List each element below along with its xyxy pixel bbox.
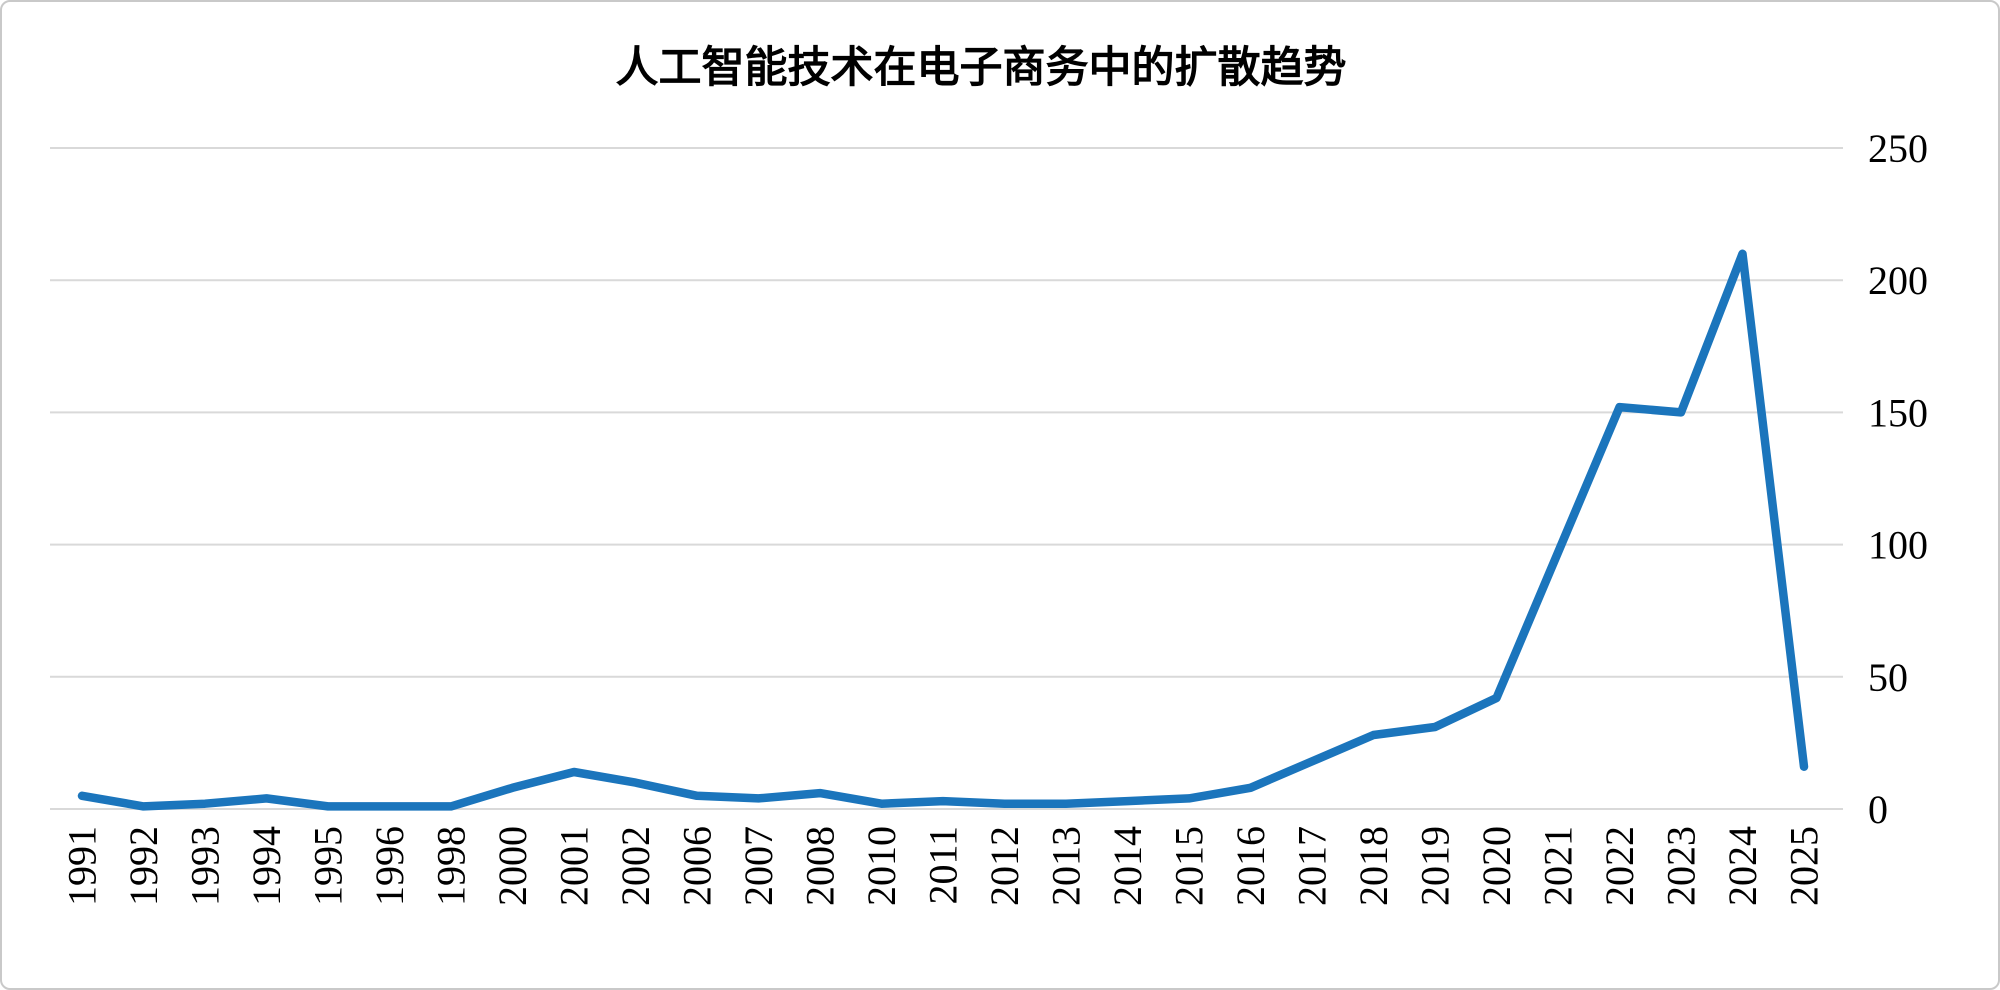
x-tick-label: 2007 (736, 826, 781, 906)
x-tick-label: 2013 (1044, 826, 1089, 906)
x-tick-label: 2025 (1782, 826, 1827, 906)
x-tick-label: 2016 (1228, 826, 1273, 906)
x-tick-label: 2021 (1536, 826, 1581, 906)
x-tick-label: 2000 (490, 826, 535, 906)
x-tick-label: 2024 (1720, 826, 1765, 906)
y-tick-label: 50 (1868, 655, 1908, 700)
x-axis-tick-labels: 1991 1992 1993 1994 1995 1996 1998 2000 2001 2002… (60, 826, 1827, 906)
y-tick-label: 200 (1868, 258, 1928, 303)
x-tick-label: 1991 (60, 826, 105, 906)
x-tick-label: 1995 (306, 826, 351, 906)
x-tick-label: 1996 (367, 826, 412, 906)
x-tick-label: 2023 (1659, 826, 1704, 906)
x-tick-label: 2022 (1597, 826, 1642, 906)
x-tick-label: 2018 (1351, 826, 1396, 906)
x-tick-label: 2014 (1105, 826, 1150, 906)
x-tick-label: 2015 (1167, 826, 1212, 906)
x-tick-label: 1993 (183, 826, 228, 906)
x-tick-label: 2010 (859, 826, 904, 906)
chart-title: 人工智能技术在电子商务中的扩散趋势 (616, 44, 1347, 92)
x-tick-label: 1994 (244, 826, 289, 906)
x-tick-label: 2002 (613, 826, 658, 906)
y-tick-label: 0 (1868, 787, 1888, 832)
x-tick-label: 2011 (921, 826, 966, 905)
gridlines (50, 147, 1843, 810)
x-tick-label: 2012 (982, 826, 1027, 906)
x-tick-label: 1992 (121, 826, 166, 906)
x-tick-label: 2001 (552, 826, 597, 906)
x-tick-label: 2017 (1290, 826, 1335, 906)
y-tick-label: 100 (1868, 523, 1928, 568)
y-tick-label: 150 (1868, 390, 1928, 435)
x-tick-label: 2006 (675, 826, 720, 906)
x-tick-label: 2008 (798, 826, 843, 906)
x-tick-label: 2020 (1474, 826, 1519, 906)
trend-line (77, 249, 1809, 811)
y-axis-tick-labels: 0 50 100 150 200 250 (1868, 126, 1928, 832)
x-tick-label: 1998 (429, 826, 474, 906)
x-tick-label: 2019 (1413, 826, 1458, 906)
y-tick-label: 250 (1868, 126, 1928, 171)
